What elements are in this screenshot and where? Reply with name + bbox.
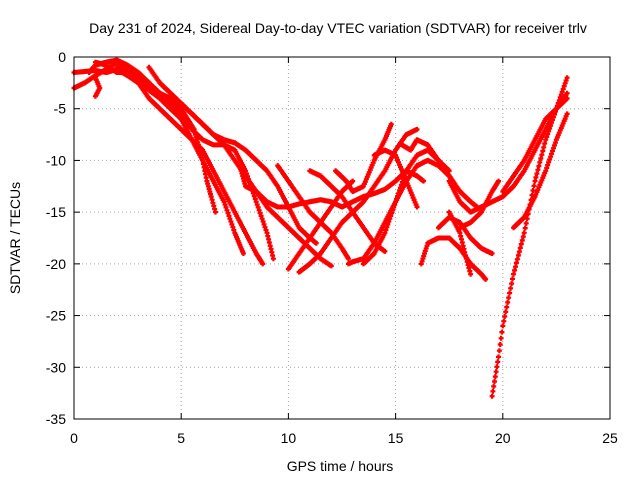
y-tick-label: -5 [54,101,67,117]
y-tick-label: -15 [46,204,66,220]
grid-lines [74,57,610,419]
series-markers [333,121,394,194]
series-markers [500,95,570,194]
x-tick-label: 25 [602,430,618,446]
y-axis-ticks: 0 -5 -10 -15 -20 -25 -30 -35 [46,49,610,427]
series-markers [86,57,276,262]
y-tick-label: -35 [46,411,66,427]
y-tick-label: -20 [46,256,66,272]
x-axis-ticks: 0 5 10 15 20 25 [70,57,618,446]
series-markers [399,137,480,210]
plot-frame [73,56,611,420]
series-markers [146,64,334,269]
y-tick-label: -25 [46,308,66,324]
series-arc-6 [114,64,266,267]
series-markers [114,64,266,267]
series-markers [92,75,103,99]
y-tick-label: 0 [58,49,66,65]
x-tick-label: 15 [388,430,404,446]
x-tick-label: 20 [495,430,511,446]
data-series [71,57,570,399]
series-arc-7 [146,64,334,269]
series-arc-14 [333,121,394,194]
x-tick-label: 0 [70,430,78,446]
series-arc-17 [399,137,480,210]
y-tick-label: -10 [46,152,66,168]
series-arc-5 [92,75,103,99]
series-arc-25 [500,95,570,194]
series-arc-22 [457,178,501,231]
series-arc-24 [511,111,570,231]
x-tick-label: 10 [281,430,297,446]
x-tick-label: 5 [177,430,185,446]
y-tick-label: -30 [46,359,66,375]
series-markers [457,178,501,231]
series-arc-20 [446,209,474,277]
x-axis-label: GPS time / hours [287,458,394,474]
series-arc-16 [371,147,420,210]
series-markers [446,209,474,277]
y-axis-label: SDTVAR / TECUs [7,182,23,294]
series-markers [511,111,570,231]
series-markers [371,147,420,210]
chart-title: Day 231 of 2024, Sidereal Day-to-day VTE… [89,20,587,36]
series-arc-3 [86,57,276,262]
